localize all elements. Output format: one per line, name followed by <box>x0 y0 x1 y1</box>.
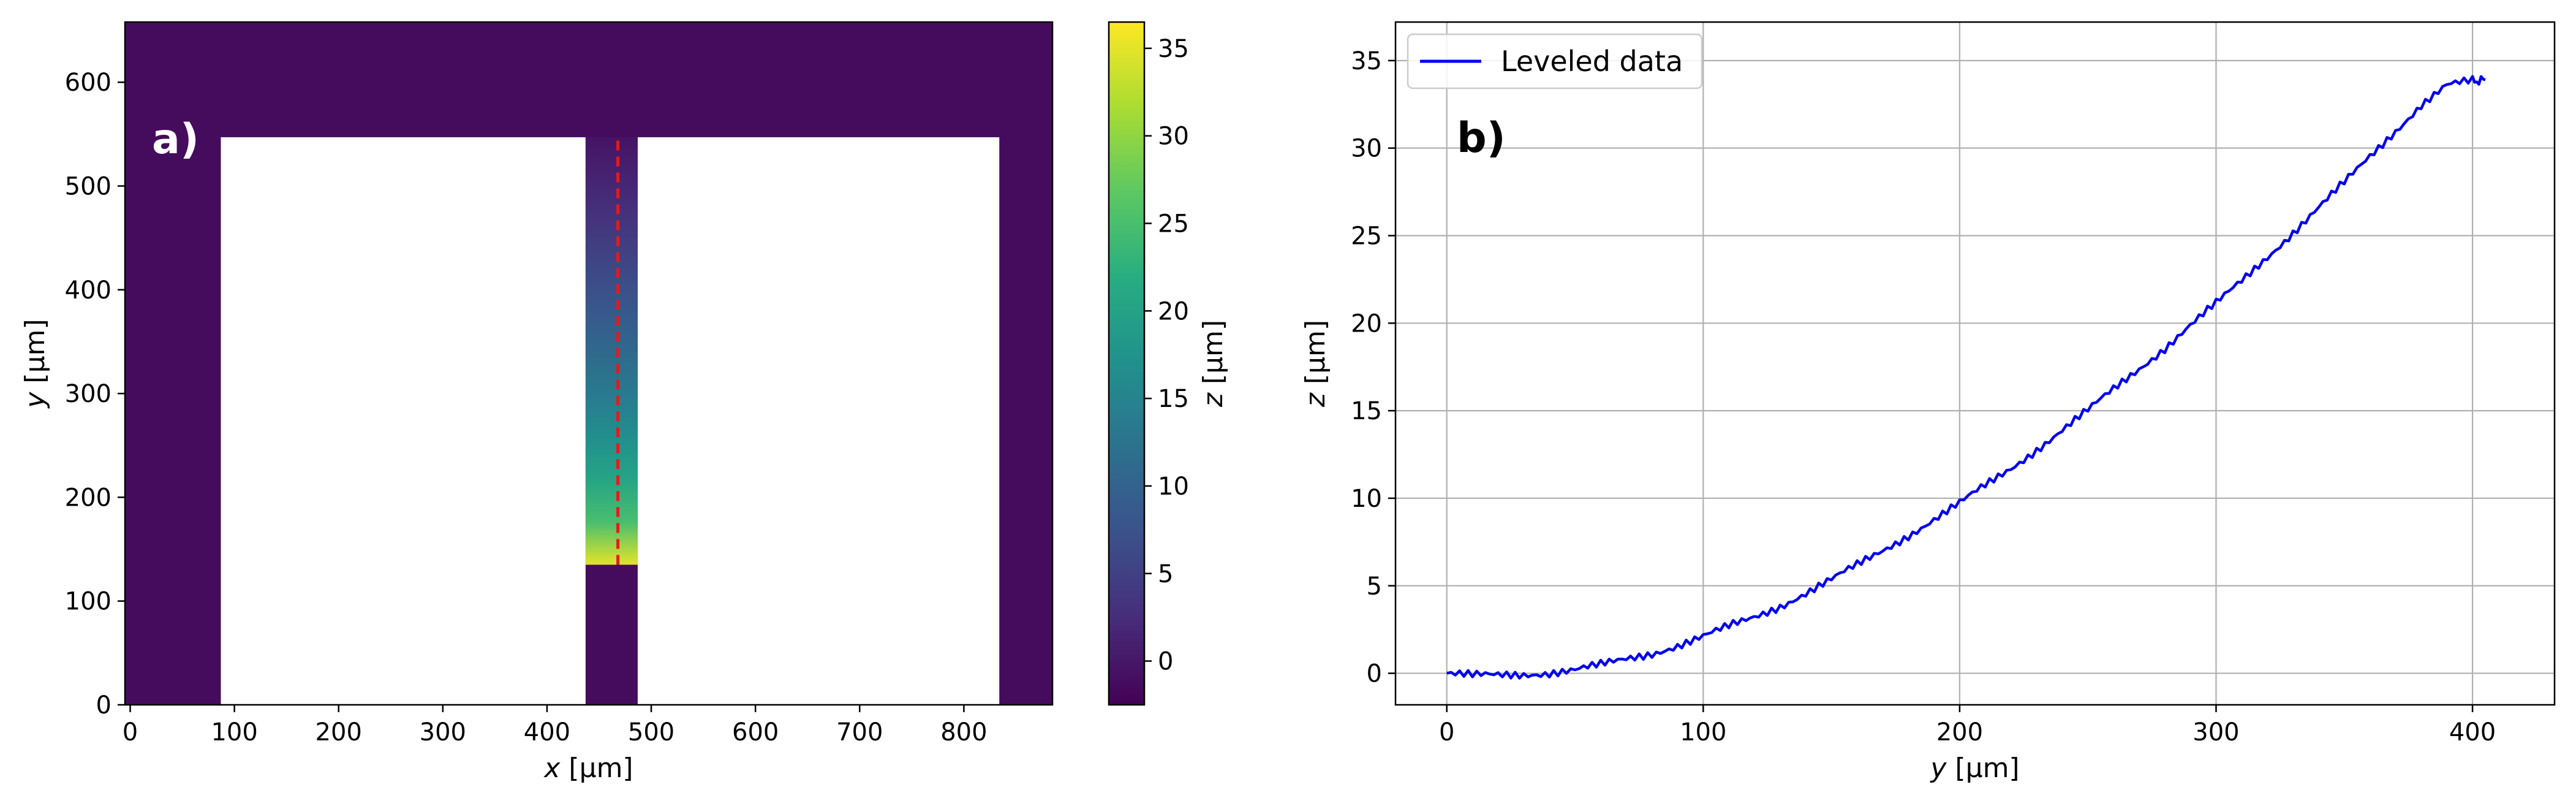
heatmap-x-tick-label: 300 <box>420 718 466 746</box>
line-chart-y-axis-var: z <box>1300 392 1331 408</box>
colorbar-label: z [µm] <box>1198 320 1229 408</box>
heatmap-y-tick-label: 400 <box>65 276 111 305</box>
panel-b-line-chart: 0 100 200 300 400 0 5 10 15 20 25 30 35 b) Leveled … <box>1300 21 2556 784</box>
heatmap-y-axis-var: y <box>20 392 51 409</box>
heatmap-x-tick-label: 500 <box>628 718 674 746</box>
heatmap-y-axis-label: y [µm] <box>20 319 51 409</box>
line-chart-x-axis-unit: [µm] <box>1946 753 2019 784</box>
heatmap-y-tick-label: 200 <box>65 484 111 512</box>
colorbar-tick-label: 5 <box>1158 560 1173 588</box>
heatmap-channel <box>585 137 638 565</box>
heatmap-x-tick-label: 200 <box>315 718 362 746</box>
line-chart-x-tick-label: 200 <box>1936 718 1983 746</box>
line-chart-y-tick-label: 10 <box>1351 485 1382 513</box>
line-chart-y-tick-label: 25 <box>1351 222 1382 250</box>
heatmap-y-axis-unit: [µm] <box>20 319 51 392</box>
heatmap-plot-area <box>125 22 1052 705</box>
heatmap-cutout-right <box>637 137 1000 705</box>
line-chart-grid <box>1396 22 2555 705</box>
line-chart-axes-frame <box>1394 21 2556 706</box>
heatmap-x-axis-var: x <box>543 753 561 784</box>
line-chart-x-tick-label: 400 <box>2449 718 2496 746</box>
panel-a-heatmap: 0 100 200 300 400 500 600 700 800 0 100 200 300 400 5… <box>20 21 1054 784</box>
line-chart-y-tick-label: 15 <box>1351 397 1382 425</box>
line-chart-x-axis-label: y [µm] <box>1929 753 2019 784</box>
heatmap-x-axis-label: x [µm] <box>543 753 633 784</box>
line-chart-x-tick-label: 0 <box>1439 718 1454 746</box>
line-chart-border <box>1394 21 2556 706</box>
heatmap-y-tick-label: 300 <box>65 380 111 408</box>
panel-label-b: b) <box>1457 114 1506 162</box>
heatmap-x-ticks: 0 100 200 300 400 500 600 700 800 <box>123 705 988 746</box>
line-chart-x-ticks: 0 100 200 300 400 <box>1439 705 2496 746</box>
colorbar-tick-label: 25 <box>1158 210 1189 238</box>
colorbar-ticks: 0 5 10 15 20 25 30 35 <box>1144 35 1189 676</box>
heatmap-x-tick-label: 600 <box>732 718 779 746</box>
heatmap-border <box>124 21 1054 706</box>
line-chart-x-tick-label: 300 <box>2193 718 2239 746</box>
heatmap-x-tick-label: 100 <box>211 718 257 746</box>
colorbar-tick-label: 35 <box>1158 35 1189 63</box>
heatmap-y-tick-label: 500 <box>65 172 111 200</box>
heatmap-cutout-left <box>221 137 586 705</box>
legend: Leveled data <box>1407 33 1703 89</box>
heatmap-y-tick-label: 100 <box>65 588 111 616</box>
colorbar-tick-label: 30 <box>1158 123 1189 151</box>
heatmap-y-tick-label: 600 <box>65 69 111 97</box>
heatmap-x-tick-label: 700 <box>836 718 883 746</box>
line-chart-y-tick-label: 20 <box>1351 310 1382 338</box>
line-chart-y-tick-label: 0 <box>1367 660 1382 688</box>
line-chart-y-ticks: 0 5 10 15 20 25 30 35 <box>1351 47 1396 688</box>
colorbar-tick-label: 10 <box>1158 473 1189 501</box>
colorbar-tick-label: 20 <box>1158 297 1189 325</box>
colorbar-tick-label: 0 <box>1158 648 1173 676</box>
heatmap-y-tick-label: 0 <box>96 691 111 720</box>
heatmap-x-axis-unit: [µm] <box>560 753 633 784</box>
heatmap-x-tick-label: 800 <box>940 718 987 746</box>
heatmap-axes-frame <box>124 21 1054 706</box>
line-chart-y-tick-label: 30 <box>1351 135 1382 163</box>
heatmap-x-tick-label: 400 <box>524 718 570 746</box>
colorbar: 0 5 10 15 20 25 30 35 z [µm] <box>1108 21 1229 706</box>
line-chart-y-axis-label: z [µm] <box>1300 320 1331 408</box>
line-chart-y-tick-label: 35 <box>1351 47 1382 75</box>
colorbar-gradient <box>1108 21 1146 706</box>
line-chart-x-tick-label: 100 <box>1680 718 1726 746</box>
series-line-leveled-data <box>1446 75 2486 680</box>
legend-entry-leveled-data: Leveled data <box>1501 45 1683 78</box>
line-chart-x-axis-var: y <box>1929 753 1947 784</box>
line-chart-series <box>1446 75 2486 680</box>
line-chart-y-axis-unit: [µm] <box>1300 320 1331 393</box>
colorbar-label-var: z <box>1198 392 1229 408</box>
line-chart-y-tick-label: 5 <box>1367 572 1382 601</box>
heatmap-y-ticks: 0 100 200 300 400 500 600 <box>65 69 125 720</box>
colorbar-tick-label: 15 <box>1158 385 1189 413</box>
heatmap-x-tick-label: 0 <box>123 718 138 746</box>
panel-label-a: a) <box>152 115 199 164</box>
colorbar-label-unit: [µm] <box>1198 320 1229 393</box>
legend-box <box>1407 33 1703 89</box>
